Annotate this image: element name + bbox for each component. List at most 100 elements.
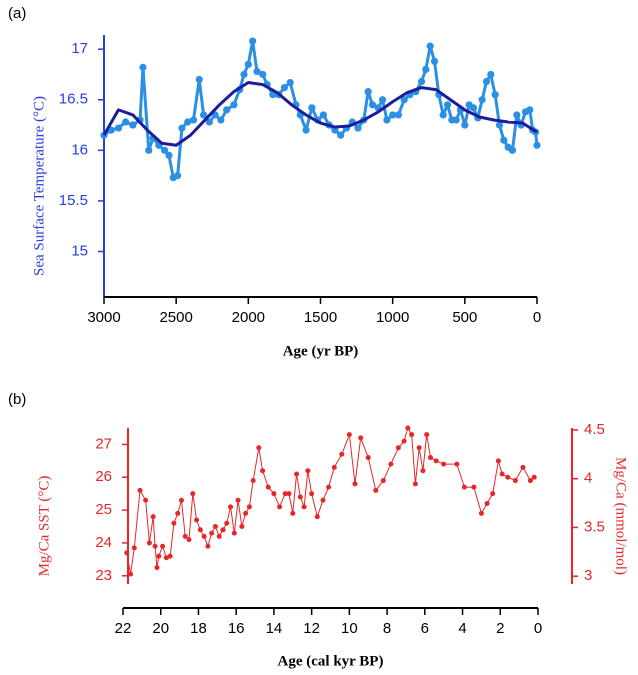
data-point	[216, 533, 222, 539]
data-point	[365, 455, 371, 461]
data-point	[186, 537, 192, 543]
data-point	[354, 124, 362, 132]
data-point	[239, 524, 245, 530]
data-point	[124, 550, 130, 556]
data-point	[131, 545, 137, 551]
data-point	[395, 445, 401, 451]
data-point	[256, 445, 262, 451]
data-point	[505, 474, 511, 480]
data-point	[389, 111, 397, 119]
data-point	[178, 497, 184, 503]
x-tick-label: 18	[190, 620, 207, 637]
data-point	[319, 111, 327, 119]
y-tick-label: 16	[71, 141, 88, 158]
data-point	[205, 543, 211, 549]
data-point	[401, 438, 407, 444]
data-point	[253, 67, 261, 76]
data-point	[520, 464, 526, 470]
x-tick-label: 2	[496, 620, 504, 637]
x-tick-label: 500	[452, 309, 477, 326]
data-point	[308, 104, 316, 112]
data-point	[364, 88, 372, 96]
data-point	[380, 478, 386, 484]
data-point	[358, 435, 364, 441]
data-point	[383, 116, 391, 124]
data-point	[478, 96, 486, 104]
y-tick-label: 25	[95, 501, 112, 518]
data-point	[346, 432, 352, 438]
y2-axis-label: Mg/Ca (mmol/mol)	[613, 457, 629, 575]
y-tick-label: 17	[71, 40, 88, 57]
data-point	[189, 116, 198, 124]
data-point	[433, 458, 439, 464]
data-point	[244, 60, 252, 68]
x-tick-label: 4	[458, 620, 466, 637]
data-point	[154, 565, 160, 571]
y2-tick-label: 3.5	[584, 518, 605, 535]
x-tick-label: 2500	[159, 309, 192, 326]
data-point	[417, 77, 426, 86]
data-point	[482, 77, 491, 86]
data-point	[388, 461, 394, 467]
panel-label: (b)	[8, 391, 26, 408]
data-point	[339, 451, 345, 457]
x-tick-label: 0	[533, 309, 541, 326]
data-point	[277, 504, 283, 510]
x-tick-label: 10	[341, 620, 358, 637]
data-point	[235, 497, 241, 503]
x-tick-label: 2000	[232, 309, 265, 326]
data-point	[422, 65, 430, 73]
data-point	[513, 111, 521, 119]
data-point	[512, 478, 518, 484]
x-tick-label: 16	[228, 620, 245, 637]
data-point	[143, 497, 149, 503]
data-point	[290, 510, 296, 516]
data-point	[231, 530, 237, 536]
data-point	[499, 471, 505, 477]
y-tick-label: 27	[95, 435, 112, 452]
data-point	[320, 497, 326, 503]
data-point	[197, 527, 203, 533]
data-point	[430, 57, 439, 65]
data-point	[137, 487, 143, 493]
data-point	[212, 524, 218, 530]
data-point	[533, 141, 541, 149]
data-point	[271, 491, 277, 497]
data-point	[373, 487, 379, 493]
data-point	[471, 484, 477, 490]
x-axis-label: Age (yr BP)	[283, 343, 359, 359]
data-point	[454, 461, 460, 467]
x-axis-label: Age (cal kyr BP)	[278, 653, 384, 669]
data-point	[161, 146, 169, 154]
data-point	[146, 540, 152, 546]
data-point	[400, 96, 408, 104]
data-point	[217, 116, 225, 124]
data-point	[302, 126, 310, 134]
data-point	[461, 121, 469, 129]
data-point	[114, 124, 123, 132]
data-point	[461, 484, 467, 490]
data-point	[243, 510, 249, 516]
data-point	[443, 101, 452, 109]
x-tick-label: 12	[303, 620, 320, 637]
data-point	[230, 101, 238, 109]
data-point	[156, 553, 162, 559]
data-point	[195, 75, 203, 84]
data-point	[122, 118, 130, 126]
x-tick-label: 20	[152, 620, 169, 637]
data-point	[160, 543, 166, 549]
data-point	[297, 494, 303, 500]
data-point	[508, 146, 517, 154]
data-point	[484, 501, 490, 507]
data-point	[416, 445, 422, 451]
data-point	[490, 491, 496, 497]
data-point	[526, 106, 534, 114]
data-point	[223, 106, 231, 114]
data-line	[126, 427, 535, 575]
x-tick-label: 22	[115, 620, 132, 637]
data-point	[205, 118, 213, 126]
data-point	[265, 484, 271, 490]
data-point	[326, 484, 332, 490]
y-tick-label: 15.5	[59, 192, 88, 209]
data-point	[174, 172, 182, 180]
